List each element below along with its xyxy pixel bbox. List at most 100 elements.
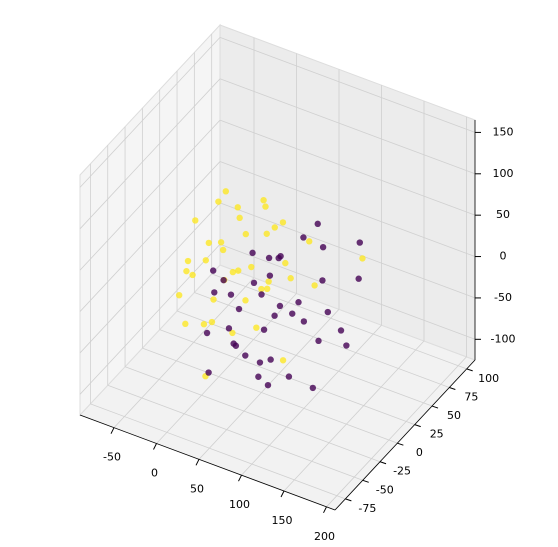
grid-line xyxy=(219,161,476,257)
grid-line xyxy=(79,37,221,188)
grid-line xyxy=(219,119,476,216)
point xyxy=(249,249,256,257)
point xyxy=(232,342,240,349)
point xyxy=(209,267,217,274)
point xyxy=(229,268,237,276)
point xyxy=(300,318,308,325)
tick-mark xyxy=(280,490,285,498)
x-tick-label: -50 xyxy=(103,451,121,464)
grid-line xyxy=(142,347,398,444)
z-tick-label: -50 xyxy=(494,291,512,304)
point xyxy=(279,219,287,226)
point xyxy=(315,337,322,345)
point xyxy=(183,267,190,275)
point xyxy=(215,198,222,205)
y-tick-label: 100 xyxy=(478,372,499,385)
point xyxy=(265,254,273,262)
z-tick-label: 0 xyxy=(500,250,507,263)
point xyxy=(271,224,278,231)
tick-mark xyxy=(323,506,327,514)
tick-mark xyxy=(449,387,456,390)
point xyxy=(225,325,233,332)
x-tick-label: 150 xyxy=(272,514,293,527)
point xyxy=(309,384,317,392)
grid-line xyxy=(219,78,476,175)
point xyxy=(319,277,326,284)
y-axis xyxy=(334,359,476,511)
point xyxy=(359,255,366,262)
point xyxy=(242,297,249,304)
x-axis xyxy=(79,414,336,511)
point xyxy=(295,299,302,306)
grid-line xyxy=(79,161,221,312)
point xyxy=(236,214,243,222)
point xyxy=(217,239,225,246)
point xyxy=(300,234,307,241)
point xyxy=(205,239,213,247)
z-tick-label: 100 xyxy=(493,167,514,180)
x-tick-label: 100 xyxy=(229,498,250,511)
point xyxy=(235,267,242,274)
point xyxy=(277,252,284,260)
point xyxy=(355,275,362,282)
grid-line xyxy=(79,119,221,271)
y-tick-label: 25 xyxy=(430,428,444,441)
point xyxy=(279,357,287,364)
y-tick-label: 75 xyxy=(464,390,478,403)
tick-mark xyxy=(110,427,115,434)
point xyxy=(266,272,274,279)
point xyxy=(262,203,269,210)
point xyxy=(311,282,318,289)
y-tick-label: -50 xyxy=(376,483,394,496)
point xyxy=(175,291,183,299)
y-tick-label: 50 xyxy=(447,409,461,422)
tick-mark xyxy=(345,498,352,502)
point xyxy=(203,329,211,337)
point xyxy=(343,342,350,349)
point xyxy=(289,310,296,317)
point xyxy=(314,220,321,228)
grid-line xyxy=(113,277,255,428)
point xyxy=(306,238,313,245)
point xyxy=(276,302,284,310)
point xyxy=(205,369,212,376)
point xyxy=(189,271,196,279)
point xyxy=(337,327,345,334)
z-tick-label: 150 xyxy=(493,125,514,138)
point xyxy=(229,329,236,337)
point xyxy=(192,217,199,224)
point xyxy=(242,230,250,238)
grid-line xyxy=(176,310,433,407)
grid-line xyxy=(326,356,467,508)
point xyxy=(256,359,264,366)
point xyxy=(202,257,209,264)
point xyxy=(208,318,216,326)
point xyxy=(184,257,192,265)
grid-line xyxy=(79,244,221,395)
point xyxy=(287,275,294,282)
y-tick-label: 0 xyxy=(416,446,423,459)
y-tick-label: -75 xyxy=(358,502,376,515)
tick-mark xyxy=(362,479,369,483)
point xyxy=(258,291,265,298)
point xyxy=(260,326,268,333)
point xyxy=(264,381,272,389)
x-tick-label: 0 xyxy=(151,467,158,480)
tick-mark xyxy=(379,461,387,465)
grid-line xyxy=(124,366,381,463)
point xyxy=(253,324,260,331)
point xyxy=(324,308,332,316)
tick-mark xyxy=(414,424,421,428)
point xyxy=(265,278,272,285)
grid-line xyxy=(79,78,221,230)
point xyxy=(182,320,189,328)
point xyxy=(263,230,270,237)
grid-line xyxy=(107,384,363,481)
point xyxy=(319,243,327,251)
x-tick-label: 50 xyxy=(190,482,204,495)
point xyxy=(222,188,230,195)
grid-line xyxy=(219,37,476,133)
grid-line xyxy=(79,202,221,354)
x-tick-label: 200 xyxy=(314,530,335,543)
